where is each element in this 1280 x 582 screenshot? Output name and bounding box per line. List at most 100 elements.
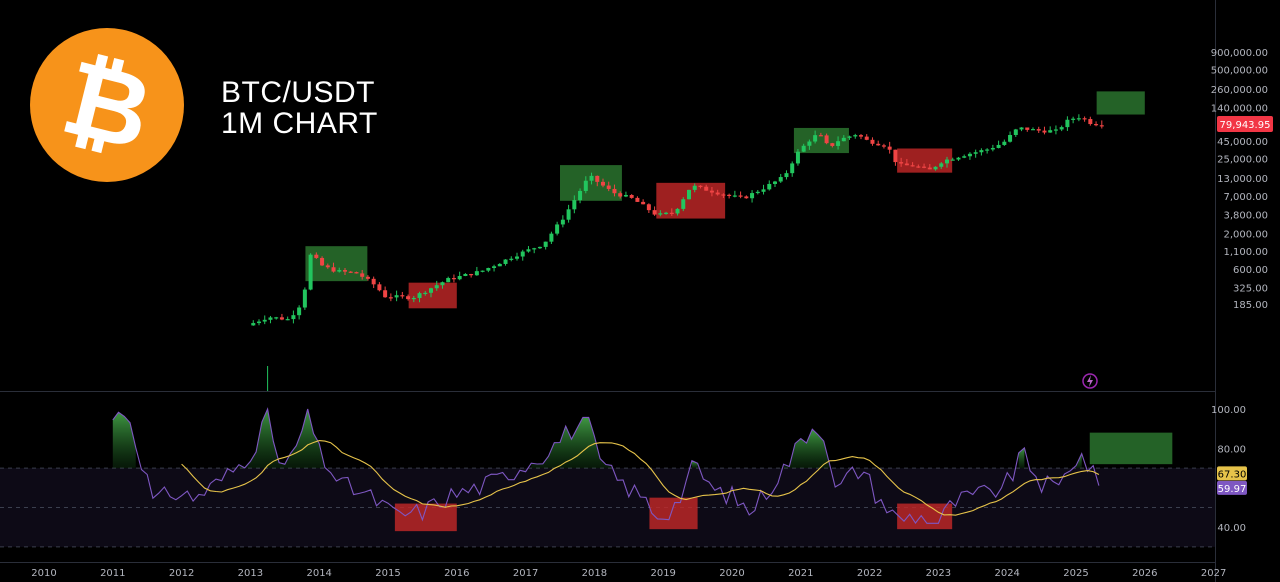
candle-body — [750, 193, 755, 199]
rsi-overbought-fill — [238, 409, 325, 469]
candle — [302, 287, 307, 310]
candle — [1002, 139, 1007, 146]
candle-body — [446, 278, 451, 283]
candle — [847, 135, 852, 140]
candle — [589, 172, 594, 185]
candle-body — [893, 149, 898, 163]
candle-body — [979, 150, 984, 153]
candle-body — [1071, 118, 1076, 120]
candle-body — [681, 199, 686, 209]
candle-body — [572, 200, 577, 210]
candle-body — [1013, 129, 1018, 135]
candle — [583, 176, 588, 194]
candle-body — [1088, 119, 1093, 125]
candle — [509, 256, 514, 262]
candle-body — [859, 135, 863, 137]
time-tick-label: 2026 — [1132, 568, 1157, 579]
candle — [985, 148, 990, 154]
candle — [1042, 126, 1047, 135]
lightning-icon-bolt — [1087, 375, 1093, 387]
candle-body — [1036, 129, 1041, 131]
candle-body — [560, 219, 565, 225]
candle — [996, 140, 1001, 149]
candle — [859, 133, 863, 140]
candle — [262, 315, 267, 325]
candle-body — [434, 285, 439, 289]
candle-body — [457, 275, 462, 280]
candle — [790, 161, 795, 177]
candle — [990, 144, 995, 152]
candle-body — [383, 290, 388, 298]
candle — [1013, 128, 1018, 137]
rsi-ma-line — [181, 440, 1100, 516]
rsi-overbought-fill — [531, 417, 612, 469]
candle-body — [641, 201, 646, 205]
candle — [807, 139, 812, 150]
candle-body — [755, 191, 760, 194]
candle-body — [583, 180, 588, 191]
candle-body — [721, 194, 726, 196]
candle — [325, 263, 330, 269]
rsi-zone-red — [897, 503, 953, 530]
candle-body — [836, 141, 841, 146]
candle — [537, 246, 542, 249]
candle-body — [302, 289, 307, 308]
candle-body — [543, 241, 548, 247]
candle-body — [807, 141, 812, 146]
candle — [755, 189, 760, 195]
candle-body — [618, 193, 623, 197]
candle-body — [314, 254, 319, 258]
candle-body — [646, 204, 651, 211]
candle-body — [469, 273, 474, 276]
candle — [629, 194, 634, 199]
price-tick-label: 600.00 — [1233, 265, 1268, 276]
candle — [922, 163, 927, 169]
time-tick-label: 2021 — [788, 568, 813, 579]
candle-body — [715, 192, 720, 195]
candle — [1065, 116, 1070, 131]
candle-body — [365, 276, 370, 279]
candle — [732, 190, 737, 198]
candle-body — [813, 135, 818, 142]
candle-body — [790, 163, 795, 174]
candle-body — [325, 265, 330, 268]
candle-body — [279, 317, 284, 320]
candle-body — [474, 271, 479, 276]
rsi-ma-value-badge — [1217, 466, 1247, 481]
price-tick-label: 325.00 — [1233, 283, 1268, 294]
candle — [881, 143, 886, 149]
candle-body — [566, 209, 571, 220]
candle — [285, 316, 290, 321]
candle — [830, 142, 835, 148]
candle-body — [830, 143, 835, 146]
lightning-icon[interactable] — [1082, 373, 1098, 389]
candle-body — [400, 295, 405, 297]
candle — [371, 276, 376, 289]
candle-body — [887, 146, 892, 150]
candle — [601, 178, 605, 188]
candle-body — [773, 181, 777, 184]
candle-body — [778, 177, 783, 182]
candle-body — [532, 248, 537, 250]
candle-body — [354, 272, 359, 274]
candle-body — [509, 258, 514, 260]
rsi-zone-red — [649, 497, 698, 530]
candle — [818, 132, 823, 137]
candle — [337, 267, 342, 273]
candle-body — [320, 257, 325, 266]
candle-body — [962, 156, 967, 158]
rsi-zone-green — [1089, 432, 1173, 465]
candle — [612, 184, 617, 197]
symbol-label: BTC/USDT — [221, 76, 375, 109]
candle — [560, 215, 565, 228]
candle — [348, 270, 353, 274]
candle — [503, 259, 508, 266]
candle-body — [824, 135, 829, 144]
time-tick-label: 2012 — [169, 568, 194, 579]
price-zone-green — [305, 246, 368, 282]
candle-body — [411, 297, 416, 300]
candle-body — [268, 317, 273, 320]
candle — [383, 286, 388, 298]
price-tick-label: 25,000.00 — [1217, 154, 1268, 165]
